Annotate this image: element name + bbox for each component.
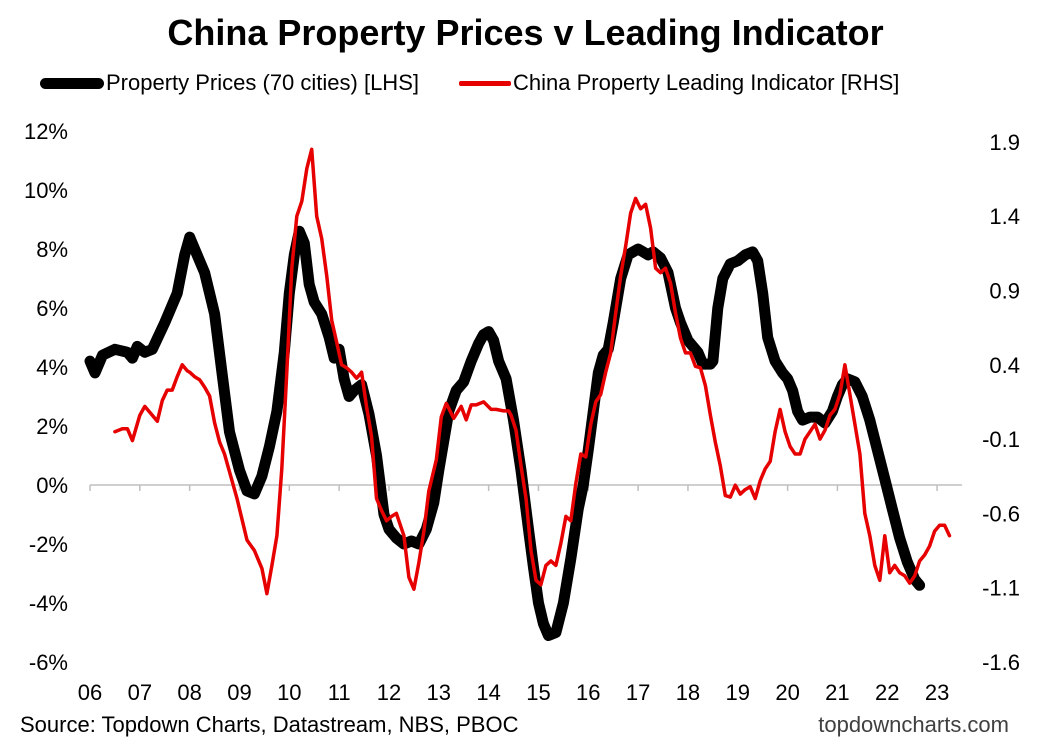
y-right-tick-label: 1.4: [989, 204, 1020, 229]
y-right-tick-label: 1.9: [989, 130, 1020, 155]
x-tick-label: 14: [476, 680, 500, 705]
legend-swatch-black: [40, 77, 104, 89]
y-left-tick-label: 6%: [36, 296, 68, 321]
series-line-leading-indicator: [113, 147, 952, 596]
legend-label-leading-indicator: China Property Leading Indicator [RHS]: [512, 70, 900, 95]
x-tick-label: 08: [177, 680, 201, 705]
x-tick-label: 23: [925, 680, 949, 705]
legend-swatch-red: [458, 80, 511, 86]
x-tick-label: 20: [775, 680, 799, 705]
x-tick-label: 16: [576, 680, 600, 705]
x-tick-label: 13: [427, 680, 451, 705]
series-line-property-prices: [84, 225, 926, 641]
x-tick-label: 22: [875, 680, 899, 705]
x-tick-label: 07: [128, 680, 152, 705]
x-tick-label: 18: [676, 680, 700, 705]
y-right-tick-label: -0.1: [982, 427, 1020, 452]
x-tick-label: 06: [78, 680, 102, 705]
x-tick-label: 10: [277, 680, 301, 705]
y-right-tick-label: 0.9: [989, 279, 1020, 304]
y-left-tick-label: -2%: [29, 532, 68, 557]
source-note: Source: Topdown Charts, Datastream, NBS,…: [20, 712, 519, 737]
x-tick-label: 11: [328, 680, 351, 705]
y-left-tick-label: 8%: [36, 237, 68, 262]
brand-watermark: topdowncharts.com: [818, 712, 1009, 737]
y-left-tick-label: 12%: [24, 119, 68, 144]
legend-label-property-prices: Property Prices (70 cities) [LHS]: [106, 70, 419, 95]
legend: Property Prices (70 cities) [LHS] China …: [40, 66, 899, 100]
y-right-tick-label: -1.1: [982, 576, 1020, 601]
y-left-tick-label: 2%: [36, 414, 68, 439]
y-right-tick-label: -1.6: [982, 650, 1020, 675]
y-right-tick-label: 0.4: [989, 353, 1020, 378]
x-tick-label: 09: [227, 680, 251, 705]
y-left-tick-label: 10%: [24, 178, 68, 203]
x-tick-label: 19: [726, 680, 750, 705]
y-left-tick-label: 4%: [36, 355, 68, 380]
y-left-tick-label: 0%: [36, 473, 68, 498]
x-tick-label: 21: [825, 680, 849, 705]
legend-item-property-prices: Property Prices (70 cities) [LHS]: [40, 70, 419, 96]
y-left-tick-label: -6%: [29, 650, 68, 675]
x-tick-label: 12: [377, 680, 401, 705]
legend-item-leading-indicator: China Property Leading Indicator [RHS]: [458, 70, 900, 96]
x-tick-label: 17: [626, 680, 650, 705]
chart-title: China Property Prices v Leading Indicato…: [167, 12, 884, 53]
y-right-tick-label: -0.6: [982, 501, 1020, 526]
x-tick-label: 15: [526, 680, 550, 705]
y-left-tick-label: -4%: [29, 591, 68, 616]
